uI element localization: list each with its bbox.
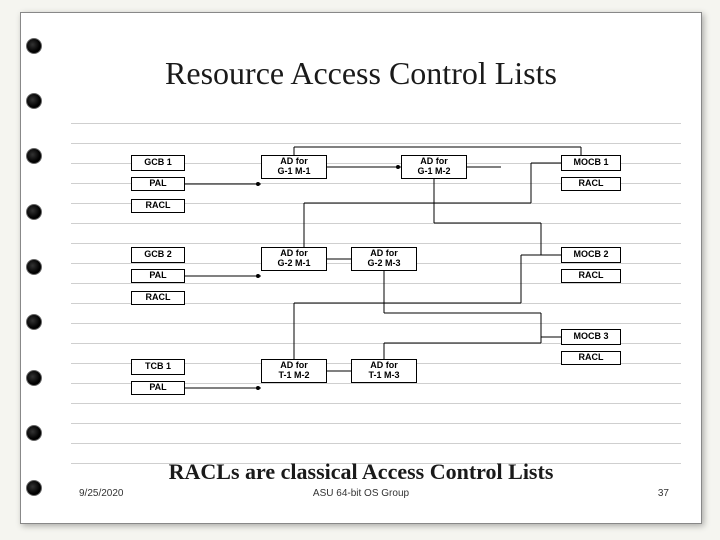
footer-center: ASU 64-bit OS Group — [21, 488, 701, 499]
box-ad_g2m3: AD for G-2 M-3 — [351, 247, 417, 271]
box-racl_m1: RACL — [561, 177, 621, 191]
binding-hole — [26, 370, 42, 386]
box-racl_m2: RACL — [561, 269, 621, 283]
box-mocb3: MOCB 3 — [561, 329, 621, 345]
binding-hole — [26, 314, 42, 330]
binding-hole — [26, 93, 42, 109]
binding-hole — [26, 38, 42, 54]
box-racl1: RACL — [131, 199, 185, 213]
box-pal2: PAL — [131, 269, 185, 283]
subtitle: RACLs are classical Access Control Lists — [21, 459, 701, 485]
box-ad_t1m2: AD for T-1 M-2 — [261, 359, 327, 383]
page-title: Resource Access Control Lists — [21, 55, 701, 92]
footer-page: 37 — [658, 488, 669, 499]
box-gcb2: GCB 2 — [131, 247, 185, 263]
box-gcb1: GCB 1 — [131, 155, 185, 171]
binding-hole — [26, 148, 42, 164]
box-racl_m3: RACL — [561, 351, 621, 365]
box-mocb2: MOCB 2 — [561, 247, 621, 263]
binding-hole — [26, 425, 42, 441]
box-ad_t1m3: AD for T-1 M-3 — [351, 359, 417, 383]
notebook-binding — [26, 18, 46, 516]
box-racl2: RACL — [131, 291, 185, 305]
binding-hole — [26, 259, 42, 275]
box-ad_g2m1: AD for G-2 M-1 — [261, 247, 327, 271]
binding-hole — [26, 204, 42, 220]
diagram: GCB 1 PAL RACL AD for G-1 M-1 AD for G-1 M-2… — [121, 143, 661, 453]
box-tcb1: TCB 1 — [131, 359, 185, 375]
box-ad_g1m2: AD for G-1 M-2 — [401, 155, 467, 179]
slide: Resource Access Control Lists GCB 1 PAL RA… — [20, 12, 702, 524]
box-pal3: PAL — [131, 381, 185, 395]
box-mocb1: MOCB 1 — [561, 155, 621, 171]
box-ad_g1m1: AD for G-1 M-1 — [261, 155, 327, 179]
box-pal1: PAL — [131, 177, 185, 191]
ruled-line — [71, 123, 681, 124]
binding-hole — [26, 480, 42, 496]
